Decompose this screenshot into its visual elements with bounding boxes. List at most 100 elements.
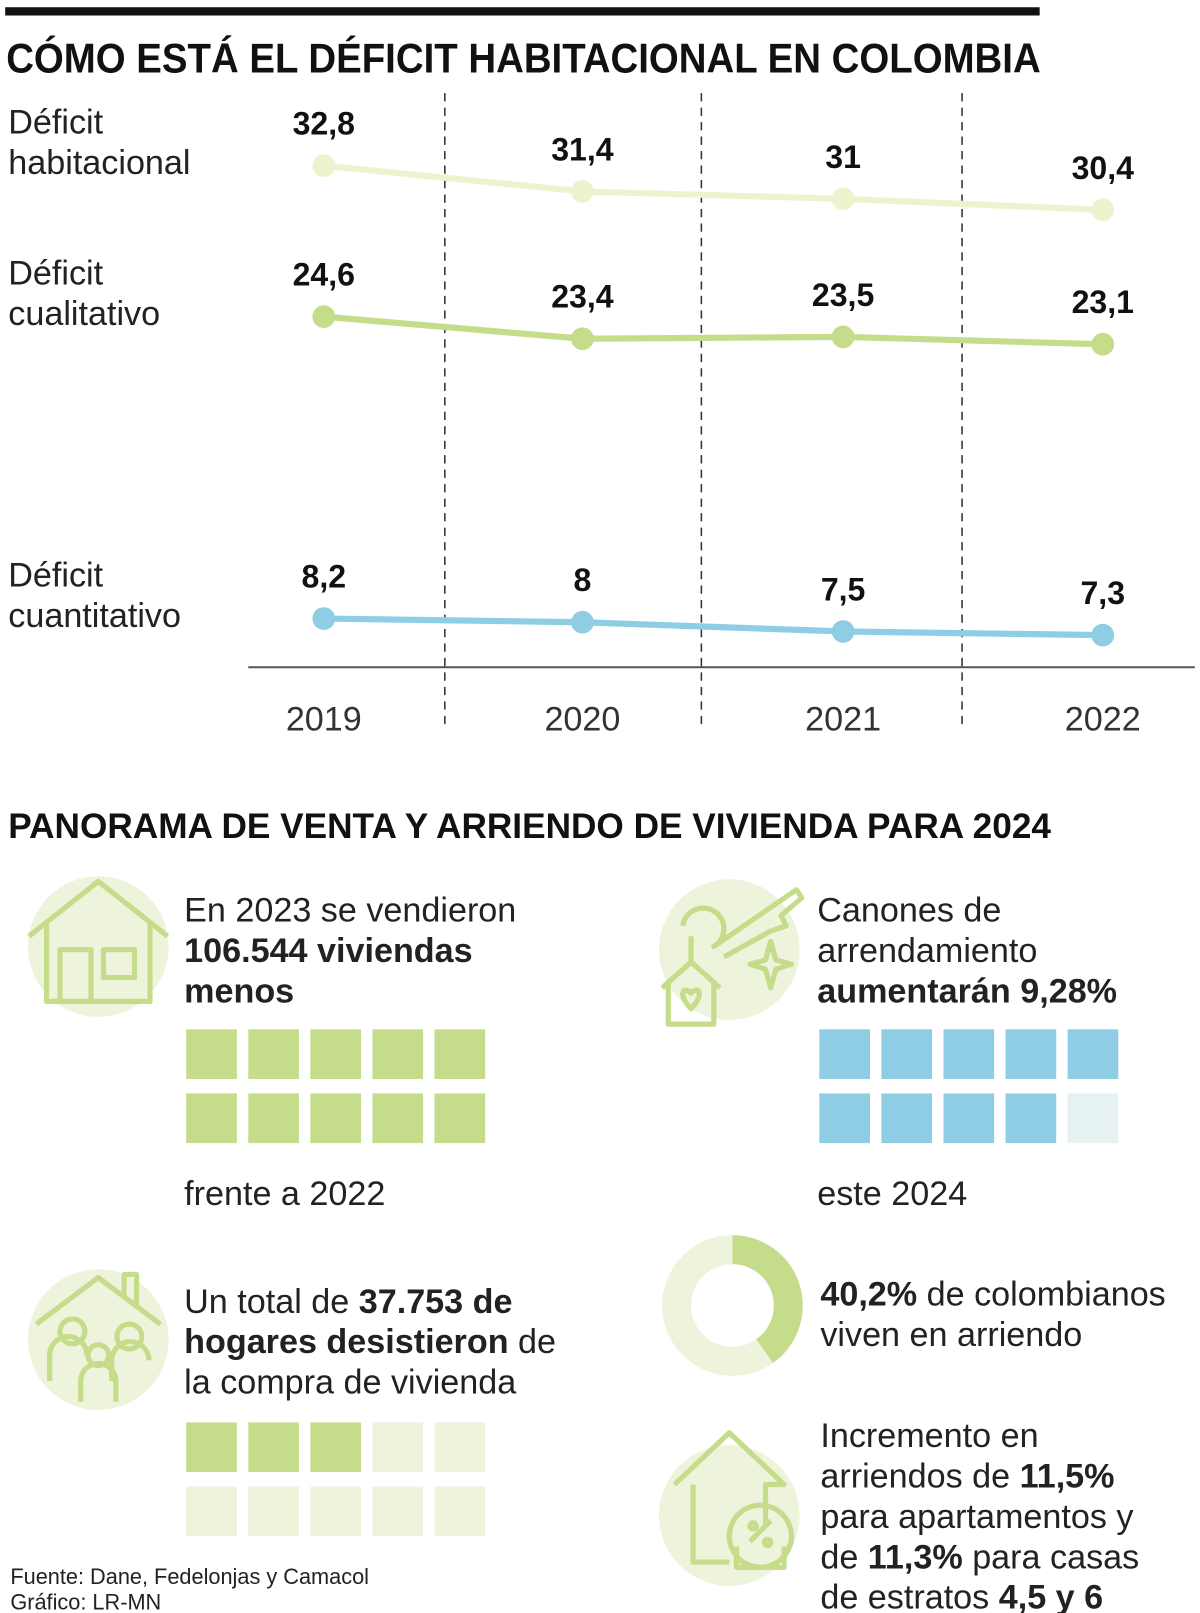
waffle-cell	[248, 1029, 299, 1079]
waffle-cell	[1067, 1093, 1119, 1144]
text-segment: de la compra de vivienda	[184, 1322, 566, 1401]
waffle-cell	[434, 1486, 486, 1537]
section-title: PANORAMA DE VENTA Y ARRIENDO DE VIVIENDA…	[8, 807, 1051, 846]
waffle-cell	[881, 1093, 933, 1144]
value-label: 7,5	[821, 571, 866, 607]
waffle-cell	[434, 1029, 486, 1079]
item-text: Un total de 37.753 de hogares desistiero…	[184, 1281, 587, 1402]
waffle-cell	[372, 1486, 424, 1537]
point	[571, 327, 594, 351]
text-segment: 37.753 de hogares desistieron	[184, 1281, 522, 1361]
point	[571, 610, 594, 634]
chart-title: CÓMO ESTÁ EL DÉFICIT HABITACIONAL EN COL…	[6, 35, 1040, 81]
value-label: 23,5	[812, 277, 874, 313]
x-tick-label: 2019	[286, 700, 362, 738]
rent-icon	[672, 1430, 794, 1570]
value-label: 32,8	[293, 106, 355, 142]
series-name: Déficit cualitativo	[8, 253, 161, 333]
waffle-cell	[186, 1422, 237, 1473]
text-segment: 40,2%	[820, 1274, 918, 1313]
point	[1091, 623, 1115, 647]
waffle-cell	[186, 1486, 237, 1537]
waffle-cell	[310, 1093, 362, 1144]
text-segment: En 2023 se vendieron	[184, 890, 526, 929]
point	[831, 620, 855, 643]
text-segment: 106.544 viviendas menos	[184, 931, 483, 1010]
series-name: Déficit habitacional	[8, 102, 191, 182]
key-icon	[660, 887, 805, 1027]
waffle-cell	[434, 1422, 486, 1473]
x-tick-label: 2020	[544, 700, 620, 738]
value-label: 30,4	[1072, 150, 1135, 186]
waffle-cell	[310, 1029, 362, 1079]
waffle-cell	[943, 1093, 995, 1144]
source: Fuente: Dane, Fedelonjas y Camacol	[10, 1565, 369, 1589]
waffle-cell	[310, 1422, 362, 1473]
waffle-cell	[1067, 1029, 1119, 1079]
text-segment: aumentarán 9,28%	[817, 971, 1118, 1010]
waffle-cell	[881, 1029, 933, 1079]
point	[831, 187, 855, 211]
point	[831, 325, 855, 349]
value-label: 8	[573, 562, 591, 598]
waffle-cell	[310, 1486, 362, 1537]
text-segment: 11,5%	[1019, 1456, 1115, 1495]
series-name: Déficit cuantitativo	[8, 555, 181, 635]
house-icon	[27, 878, 170, 1004]
value-label: 31	[825, 139, 861, 175]
family-icon	[34, 1271, 162, 1402]
point	[1091, 332, 1115, 356]
waffle-cell	[819, 1093, 871, 1144]
value-label: 23,1	[1072, 284, 1134, 320]
waffle-cell	[186, 1029, 237, 1079]
waffle-cell	[434, 1093, 486, 1144]
text-segment: de colombianos viven en arriendo	[820, 1274, 1176, 1354]
waffle-cell	[248, 1093, 299, 1144]
text-segment: para apartamentos y de	[820, 1456, 1143, 1576]
caption: este 2024	[817, 1174, 968, 1213]
x-tick-label: 2022	[1065, 700, 1141, 738]
icon-bg	[27, 1269, 169, 1411]
text-segment: Canones de arrendamiento	[817, 890, 1047, 970]
waffle-cell	[186, 1093, 237, 1144]
point	[312, 607, 336, 630]
waffle-cell	[1005, 1029, 1057, 1079]
x-tick-label: 2021	[805, 700, 881, 738]
waffle-cell	[372, 1029, 424, 1079]
series-line	[323, 162, 1103, 213]
item-text: En 2023 se vendieron 106.544 viviendas m…	[184, 890, 556, 1011]
caption: frente a 2022	[184, 1174, 386, 1213]
point	[312, 305, 336, 329]
value-label: 23,4	[551, 279, 614, 315]
text-segment: 4,5 y 6	[998, 1577, 1104, 1613]
waffle-cell	[943, 1029, 995, 1079]
waffle-cell	[819, 1029, 871, 1079]
series-line	[323, 313, 1103, 348]
top-rule	[5, 7, 1040, 16]
value-label: 31,4	[551, 131, 614, 167]
text-segment: para casas de estratos	[820, 1537, 1149, 1613]
text-segment: 11,3%	[867, 1537, 963, 1576]
value-label: 24,6	[293, 257, 355, 293]
value-label: 8,2	[302, 559, 347, 595]
waffle-cell	[372, 1093, 424, 1144]
waffle-cell	[248, 1422, 299, 1473]
credit: Gráfico: LR-MN	[10, 1591, 162, 1613]
waffle-cell	[372, 1422, 424, 1473]
value-label: 7,3	[1080, 575, 1125, 611]
item-text: Canones de arrendamiento aumentarán 9,28…	[817, 890, 1158, 1011]
point	[312, 154, 336, 178]
text-segment: Un total de	[184, 1281, 359, 1321]
waffle-cell	[1005, 1093, 1057, 1144]
donut-slice	[732, 1235, 803, 1363]
item-text: 40,2% de colombianos viven en arriendo	[820, 1273, 1200, 1354]
series-line	[323, 615, 1103, 639]
waffle-cell	[248, 1486, 299, 1537]
point	[571, 180, 594, 203]
icons	[27, 876, 805, 1586]
text-segment: Incremento en arriendos de	[820, 1416, 1049, 1495]
item-text: Incremento en arriendos de 11,5% para ap…	[820, 1415, 1161, 1613]
point	[1091, 198, 1115, 222]
